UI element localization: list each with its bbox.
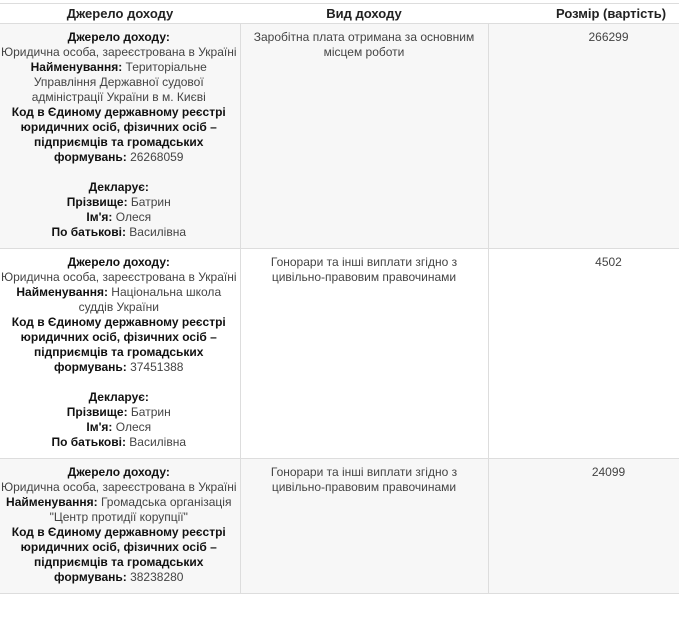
income-amount: 24099 [489,465,679,480]
source-line: Юридична особа, зареєстрована в Україні [0,45,238,60]
income-source-cell: Джерело доходу:Юридична особа, зареєстро… [0,459,240,594]
field-value: Василівна [126,225,186,239]
income-amount-cell: 24099 [488,459,679,594]
income-source-cell: Джерело доходу:Юридична особа, зареєстро… [0,24,240,249]
source-line: Найменування: Національна школа суддів У… [0,285,238,315]
field-label: Декларує: [89,390,149,404]
field-label: Джерело доходу: [68,30,170,44]
income-table: Джерело доходу Вид доходу Розмір (вартіс… [0,3,679,594]
source-line: Джерело доходу: [0,255,238,270]
income-source-cell: Джерело доходу:Юридична особа, зареєстро… [0,249,240,459]
income-type-cell: Гонорари та інші виплати згідно з цивіль… [240,459,488,594]
field-value: 38238280 [127,570,184,584]
table-row: Джерело доходу:Юридична особа, зареєстро… [0,24,679,249]
table-header: Джерело доходу Вид доходу Розмір (вартіс… [0,4,679,24]
header-source: Джерело доходу [0,4,240,24]
source-line: Юридична особа, зареєстрована в Україні [0,270,238,285]
field-value: Батрин [128,405,171,419]
field-value: Олеся [112,210,151,224]
source-line: Декларує: [0,390,238,405]
source-line: Код в Єдиному державному реєстрі юридичн… [0,315,238,375]
source-line [0,375,238,390]
field-label: По батькові: [51,435,126,449]
source-line: Код в Єдиному державному реєстрі юридичн… [0,105,238,165]
source-line: Код в Єдиному державному реєстрі юридичн… [0,525,238,585]
source-line: Юридична особа, зареєстрована в Україні [0,480,238,495]
field-label: Декларує: [89,180,149,194]
field-label: Ім'я: [86,210,112,224]
source-line: Ім'я: Олеся [0,420,238,435]
source-line: Ім'я: Олеся [0,210,238,225]
field-label: Джерело доходу: [68,255,170,269]
field-value: 26268059 [127,150,184,164]
header-type: Вид доходу [240,4,488,24]
field-label: Ім'я: [86,420,112,434]
table-row: Джерело доходу:Юридична особа, зареєстро… [0,459,679,594]
field-value: Олеся [112,420,151,434]
field-value: Юридична особа, зареєстрована в Україні [1,270,237,284]
field-value: 37451388 [127,360,184,374]
income-amount-cell: 266299 [488,24,679,249]
source-line: Найменування: Територіальне Управління Д… [0,60,238,105]
source-line: Найменування: Громадська організація "Це… [0,495,238,525]
header-amount: Розмір (вартість) [488,4,679,24]
table-row: Джерело доходу:Юридична особа, зареєстро… [0,249,679,459]
source-line: По батькові: Василівна [0,435,238,450]
field-value: Батрин [128,195,171,209]
field-label: Код в Єдиному державному реєстрі юридичн… [12,315,226,374]
source-line: По батькові: Василівна [0,225,238,240]
field-value: Юридична особа, зареєстрована в Україні [1,480,237,494]
field-label: Найменування: [31,60,123,74]
field-label: Код в Єдиному державному реєстрі юридичн… [12,525,226,584]
field-label: По батькові: [51,225,126,239]
field-label: Найменування: [6,495,98,509]
source-line: Джерело доходу: [0,30,238,45]
field-label: Прізвище: [67,405,128,419]
income-amount: 4502 [489,255,679,270]
field-label: Джерело доходу: [68,465,170,479]
income-amount: 266299 [489,30,679,45]
field-label: Прізвище: [67,195,128,209]
income-type-cell: Гонорари та інші виплати згідно з цивіль… [240,249,488,459]
source-line [0,165,238,180]
source-line: Прізвище: Батрин [0,195,238,210]
income-amount-cell: 4502 [488,249,679,459]
field-label: Код в Єдиному державному реєстрі юридичн… [12,105,226,164]
source-line: Декларує: [0,180,238,195]
field-label: Найменування: [16,285,108,299]
source-line: Джерело доходу: [0,465,238,480]
field-value: Юридична особа, зареєстрована в Україні [1,45,237,59]
income-type-cell: Заробітна плата отримана за основним міс… [240,24,488,249]
field-value: Василівна [126,435,186,449]
source-line: Прізвище: Батрин [0,405,238,420]
